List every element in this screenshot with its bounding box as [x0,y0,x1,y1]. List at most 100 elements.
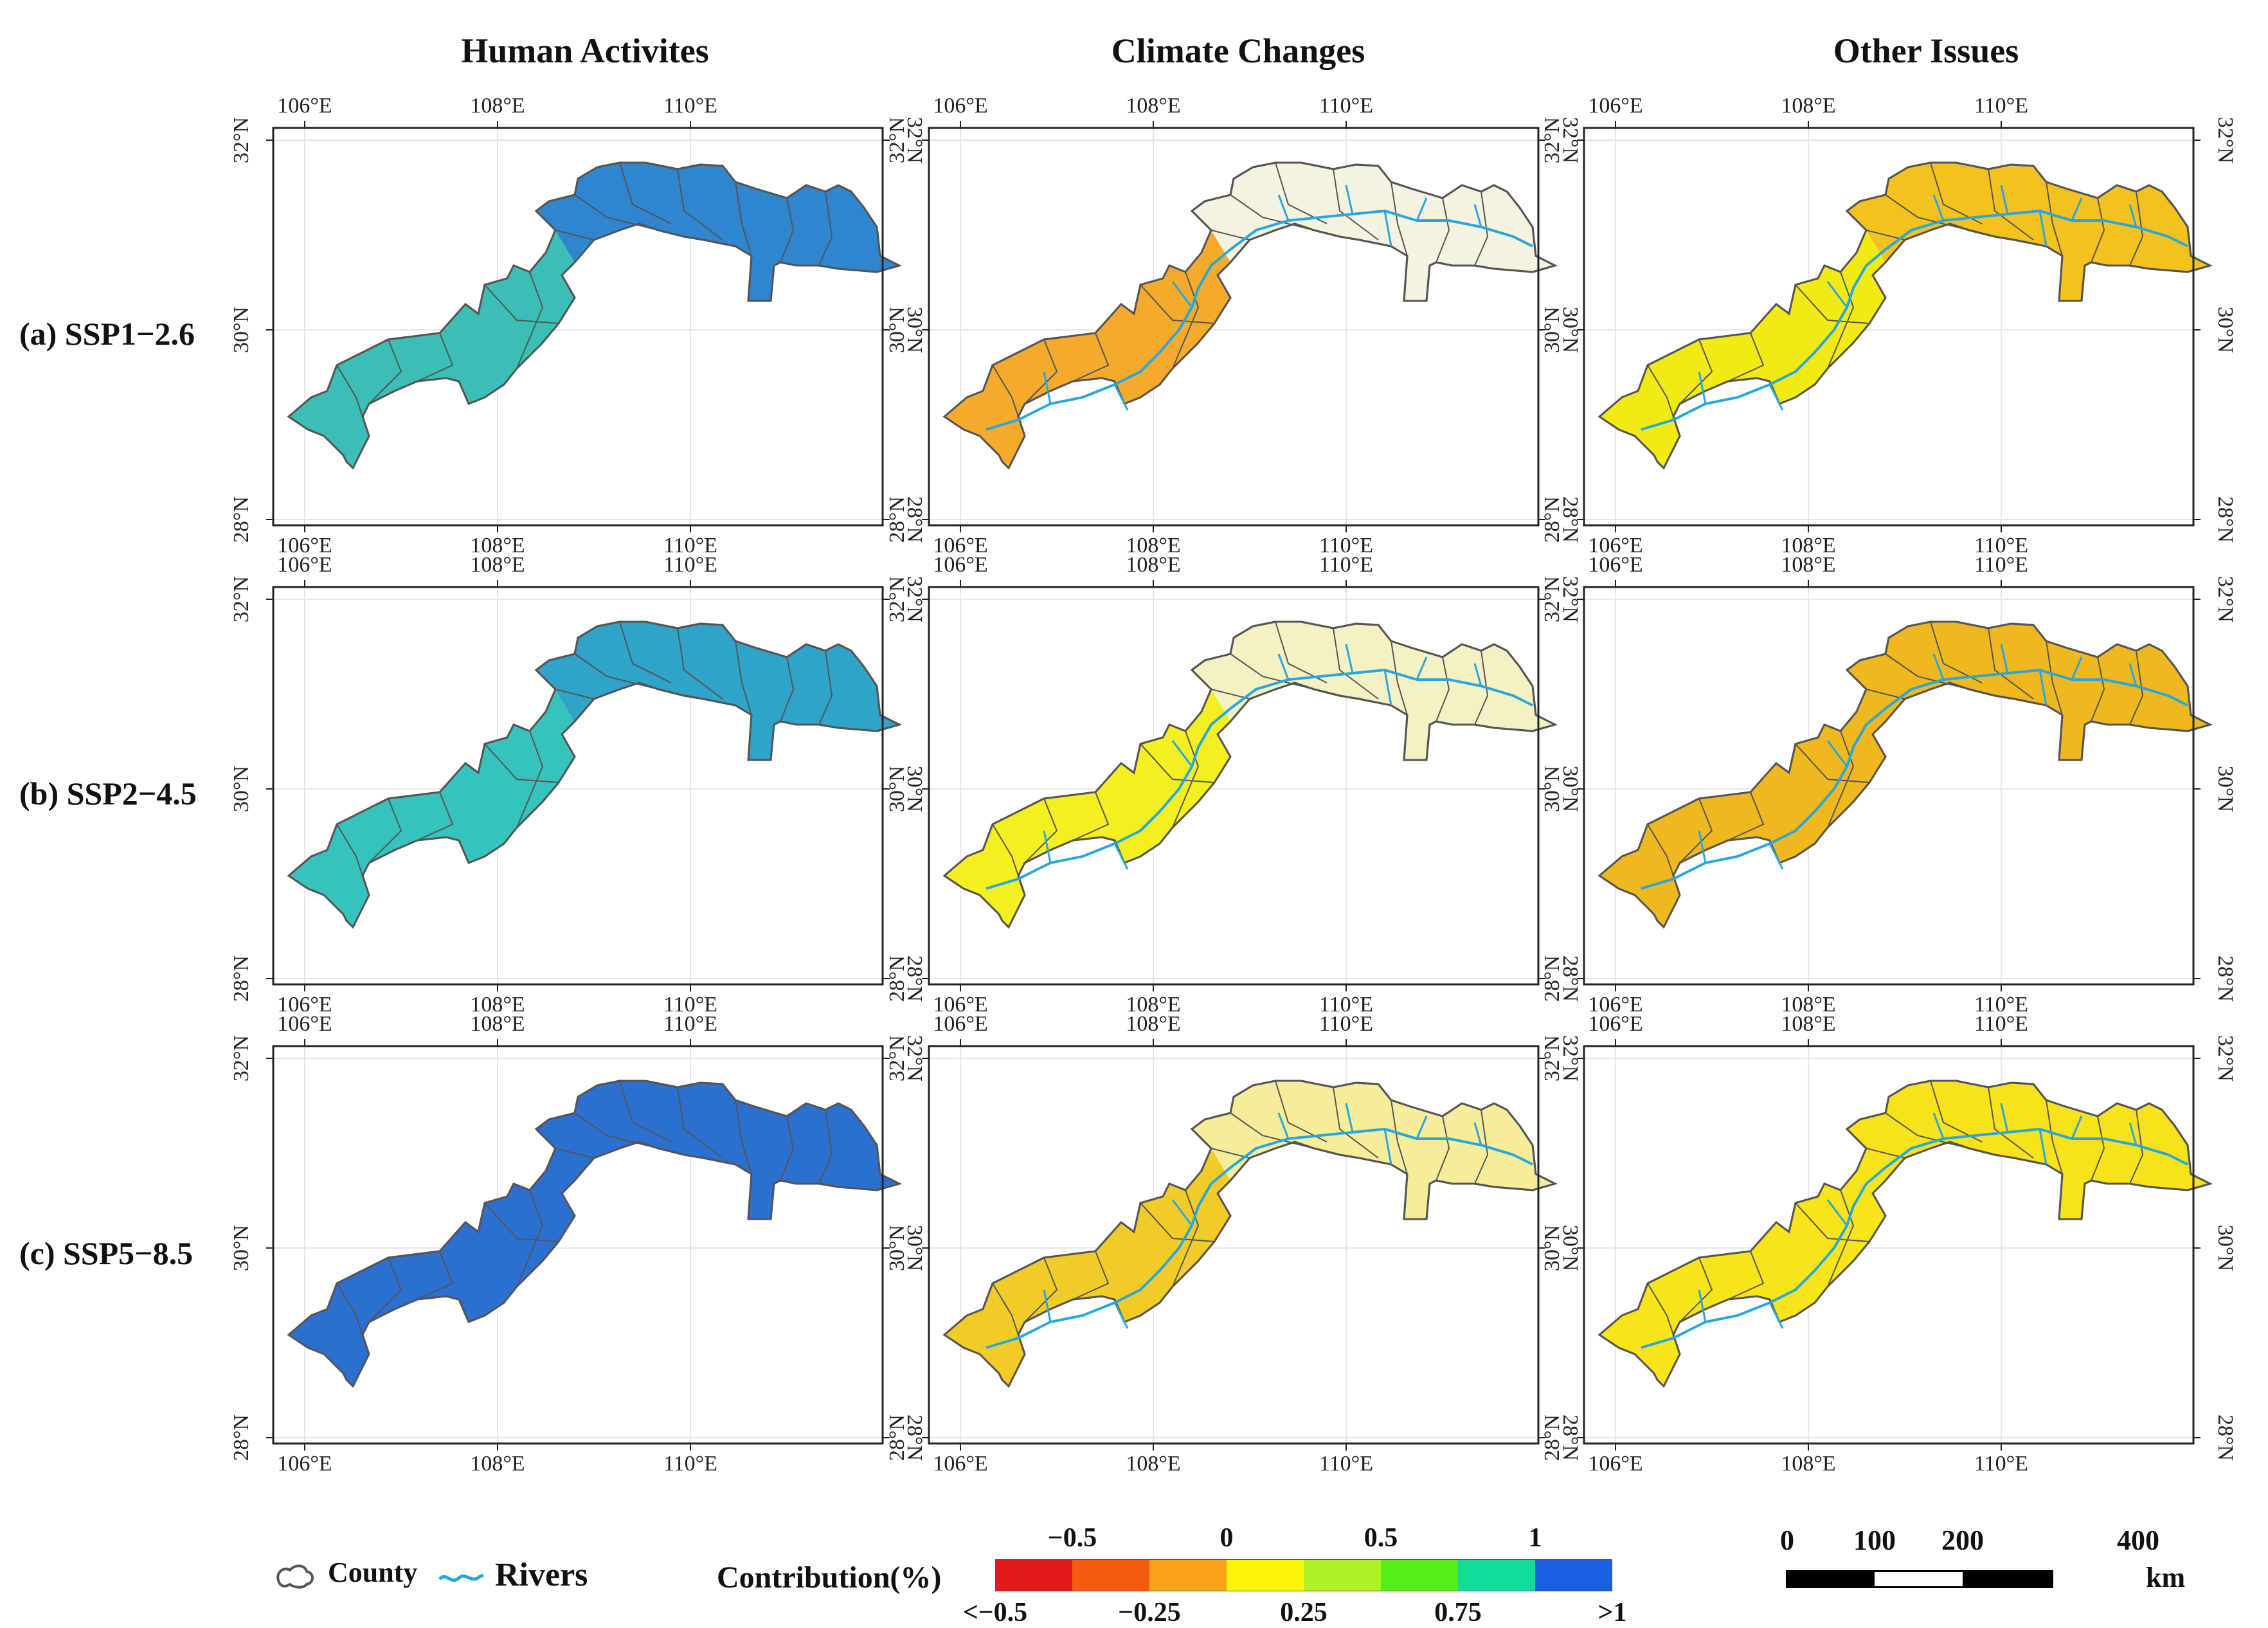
colorbar-swatch-0 [995,1559,1072,1591]
lat-tick-label-right: 28°N [2213,1414,2237,1461]
river-tributary [1826,740,1848,767]
lon-tick-label-top: 106°E [277,1012,332,1036]
river-line-icon [438,1573,484,1582]
lon-tick-label-bottom: 110°E [1318,1452,1374,1476]
row-label-ssp1: (a) SSP1−2.6 [19,316,195,352]
colorbar-title: Contribution(%) [717,1560,942,1595]
river-tributary [1473,663,1482,687]
basin-outline [942,620,1558,929]
basin-outline [287,161,903,470]
county-boundary [2091,197,2105,263]
basin-outline [287,620,903,929]
lon-tick-label-top: 108°E [1781,94,1836,118]
county-boundary [1172,271,1200,369]
colorbar-top-label-3: 1 [1528,1523,1542,1553]
colorbar-bottom-label-2: 0.25 [1280,1598,1328,1627]
county-boundary [574,653,659,690]
county-boundary [1474,191,1489,266]
county-boundary [1474,1109,1489,1184]
county-boundary [1988,1087,2034,1159]
river-tributary [1698,371,1707,404]
lat-tick-label-left: 32°N [230,575,253,623]
lat-tick-label-right: 30°N [2213,306,2237,354]
row-label-ssp2: (b) SSP2−4.5 [19,775,197,811]
river-tributary [2039,1128,2048,1165]
lon-tick-label-top: 110°E [1974,553,2029,577]
basin-outline [942,1080,1558,1388]
legend-county-label: County [328,1557,418,1588]
lat-tick-label-left: 30°N [1540,765,1564,813]
lon-tick-label-bottom: 106°E [277,993,332,1017]
column-title-other-issues: Other Issues [1833,32,2019,70]
county-boundary [1727,791,1765,841]
county-boundary [1679,1257,1713,1323]
scale-bar-segment-1 [1786,1570,1875,1588]
river-tributary [1277,653,1290,680]
lon-tick-label-top: 110°E [1318,94,1374,118]
panel-frame [1583,127,2195,527]
panel-frame [928,127,1540,527]
county-boundary [992,824,1019,876]
colorbar-top-label-2: 0.5 [1364,1523,1398,1553]
county-boundary [1866,689,1905,700]
lat-tick-label-left: 30°N [885,765,909,813]
lat-tick-label-left: 28°N [885,955,909,1002]
lon-tick-label-top: 106°E [277,94,332,118]
river-tributary [1113,1302,1129,1329]
river-tributary [1416,197,1428,221]
lon-tick-label-top: 110°E [1318,553,1374,577]
river-tributary [2071,197,2083,221]
county-boundary [619,162,672,224]
river-tributary [1113,384,1129,411]
county-boundary [1679,798,1713,864]
county-boundary [1210,1148,1250,1159]
county-boundary [555,1148,595,1159]
county-boundary [336,1283,363,1335]
basin-outline [287,1080,903,1388]
county-boundary [1140,743,1215,783]
county-boundary [555,689,595,700]
lon-tick-label-bottom: 106°E [277,1452,332,1476]
lat-tick-label-left: 28°N [885,496,909,543]
county-boundary [1210,689,1250,700]
county-boundary [1333,628,1379,700]
river-tributary [1277,194,1290,221]
lat-tick-label-left: 32°N [885,575,909,623]
lat-tick-label-left: 30°N [1540,306,1564,354]
county-boundary [677,168,723,240]
basin-outline [1598,620,2213,929]
basin-outline [1598,161,2213,470]
basin-west-area [1599,689,1886,927]
county-boundary [1436,1116,1450,1181]
river-tributary [1932,653,1945,680]
county-boundary [1390,181,1408,257]
lat-tick-label-left: 28°N [1540,1414,1564,1461]
county-boundary [1072,332,1110,382]
county-boundary [1333,168,1379,240]
lat-tick-label-left: 32°N [1540,116,1564,164]
county-boundary [818,191,833,266]
county-boundary [1210,230,1250,240]
lon-tick-label-top: 108°E [1126,1012,1181,1036]
lon-tick-label-bottom: 108°E [470,534,525,557]
river-mainstem [1641,668,2188,890]
county-boundary [1140,284,1215,324]
county-boundary [417,1251,454,1300]
county-boundary [368,1257,402,1323]
map-panel-ssp2-climate-changes: 106°E 106°E 108°E 108°E 110°E 110°E 32°N 32°N 30… [885,553,1582,1017]
river-tributary [2071,656,2083,680]
lon-tick-label-top: 108°E [1781,1012,1836,1036]
basin-west-area [944,230,1230,468]
map-panel-ssp1-climate-changes: 106°E 106°E 108°E 108°E 110°E 110°E 32°N 32°N 30… [885,94,1582,557]
map-panel-ssp2-human-activities: 106°E 106°E 108°E 108°E 110°E 110°E 32°N 32°N 30… [230,553,926,1017]
lon-tick-label-top: 106°E [277,553,332,577]
legend-rivers-label: Rivers [495,1557,588,1593]
map-panel-ssp5-climate-changes: 106°E 106°E 108°E 108°E 110°E 110°E 32°N 32°N 30… [885,1012,1582,1476]
county-boundary [1988,168,2034,240]
colorbar-top-label-1: 0 [1220,1523,1234,1553]
county-boundary [1679,339,1713,404]
scale-label-100: 100 [1853,1524,1896,1556]
river-tributary [1826,1199,1848,1226]
lon-tick-label-bottom: 110°E [663,1452,718,1476]
county-boundary [1647,365,1674,417]
